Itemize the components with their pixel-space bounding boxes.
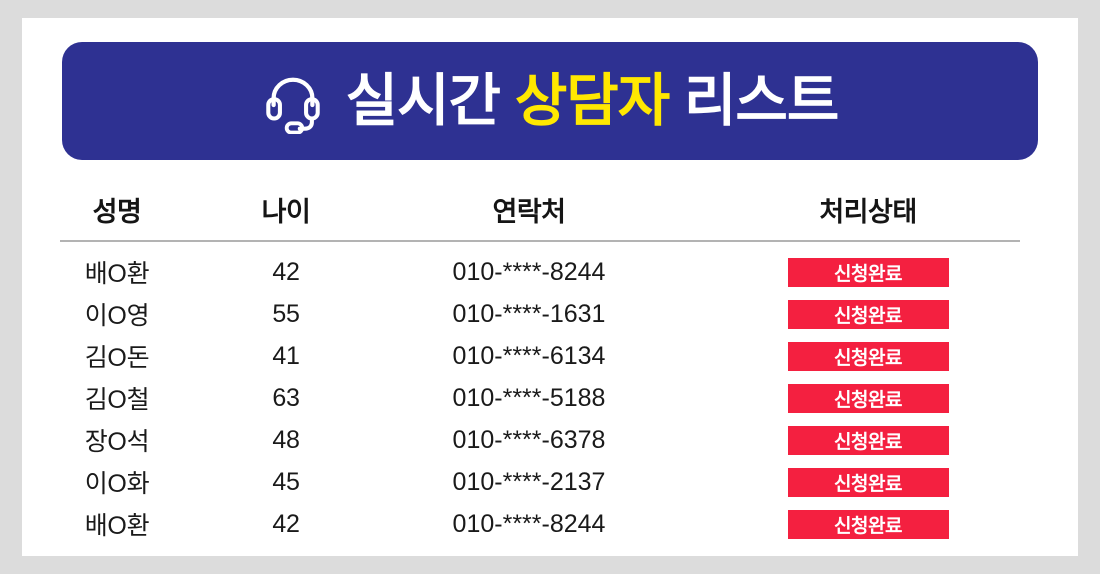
cell-name: 장O석 [84, 428, 150, 456]
status-badge[interactable]: 신청완료 [787, 341, 949, 371]
cell-age: 41 [272, 341, 300, 370]
cell-age: 48 [272, 425, 300, 454]
status-badge[interactable]: 신청완료 [787, 299, 949, 329]
column-header-status: 처리상태 [819, 196, 917, 227]
cell-status: 신청완료 [698, 509, 1038, 539]
cell-phone: 010-****-1631 [452, 299, 606, 328]
cell-status: 신청완료 [698, 383, 1038, 413]
cell-status: 신청완료 [698, 341, 1038, 371]
cell-status: 신청완료 [698, 299, 1038, 329]
cell-name: 배O환 [84, 512, 150, 540]
cell-name: 배O환 [84, 260, 150, 288]
cell-status: 신청완료 [698, 425, 1038, 455]
cell-name: 김O돈 [84, 344, 150, 372]
table-row[interactable]: 배O환 42 010-****-8244 신청완료 [22, 503, 1078, 545]
status-badge[interactable]: 신청완료 [787, 257, 949, 287]
table-row[interactable]: 배O환 42 010-****-8244 신청완료 [22, 251, 1078, 293]
page-title-part2: 리스트 [669, 68, 839, 133]
cell-phone: 010-****-8244 [452, 257, 606, 286]
table-body: 배O환 42 010-****-8244 신청완료 이O영 55 010-****-1631… [22, 242, 1078, 545]
consultant-table: 성명 나이 연락처 처리상태 배O환 42 010-****-8244 신청완료 이O영… [22, 178, 1078, 545]
cell-status: 신청완료 [698, 467, 1038, 497]
cell-phone: 010-****-8244 [452, 509, 606, 538]
cell-age: 55 [272, 299, 300, 328]
table-row[interactable]: 김O철 63 010-****-5188 신청완료 [22, 377, 1078, 419]
status-badge[interactable]: 신청완료 [787, 425, 949, 455]
cell-status: 신청완료 [698, 257, 1038, 287]
page-title-part1: 실시간 [345, 68, 515, 133]
cell-name: 이O화 [84, 470, 150, 498]
cell-phone: 010-****-6134 [452, 341, 606, 370]
column-header-age: 나이 [261, 196, 311, 227]
header-divider [60, 240, 1020, 242]
column-header-name: 성명 [92, 196, 142, 227]
cell-name: 김O철 [84, 386, 150, 414]
content-card: 실시간 상담자 리스트 성명 나이 연락처 처리상태 배O환 42 010-****… [22, 18, 1078, 556]
table-row[interactable]: 이O영 55 010-****-1631 신청완료 [22, 293, 1078, 335]
cell-phone: 010-****-2137 [452, 467, 606, 496]
cell-age: 42 [272, 509, 300, 538]
status-badge[interactable]: 신청완료 [787, 467, 949, 497]
cell-age: 42 [272, 257, 300, 286]
table-row[interactable]: 장O석 48 010-****-6378 신청완료 [22, 419, 1078, 461]
table-row[interactable]: 이O화 45 010-****-2137 신청완료 [22, 461, 1078, 503]
cell-age: 63 [272, 383, 300, 412]
cell-age: 45 [272, 467, 300, 496]
cell-name: 이O영 [84, 302, 150, 330]
page-title: 실시간 상담자 리스트 [346, 72, 840, 130]
cell-phone: 010-****-5188 [452, 383, 606, 412]
table-header-row: 성명 나이 연락처 처리상태 [22, 178, 1078, 240]
status-badge[interactable]: 신청완료 [787, 383, 949, 413]
headset-icon [265, 77, 320, 134]
table-row[interactable]: 김O돈 41 010-****-6134 신청완료 [22, 335, 1078, 377]
cell-phone: 010-****-6378 [452, 425, 606, 454]
status-badge[interactable]: 신청완료 [787, 509, 949, 539]
column-header-phone: 연락처 [492, 196, 566, 227]
page-header-banner: 실시간 상담자 리스트 [62, 42, 1038, 160]
page-title-highlight: 상담자 [514, 68, 670, 133]
